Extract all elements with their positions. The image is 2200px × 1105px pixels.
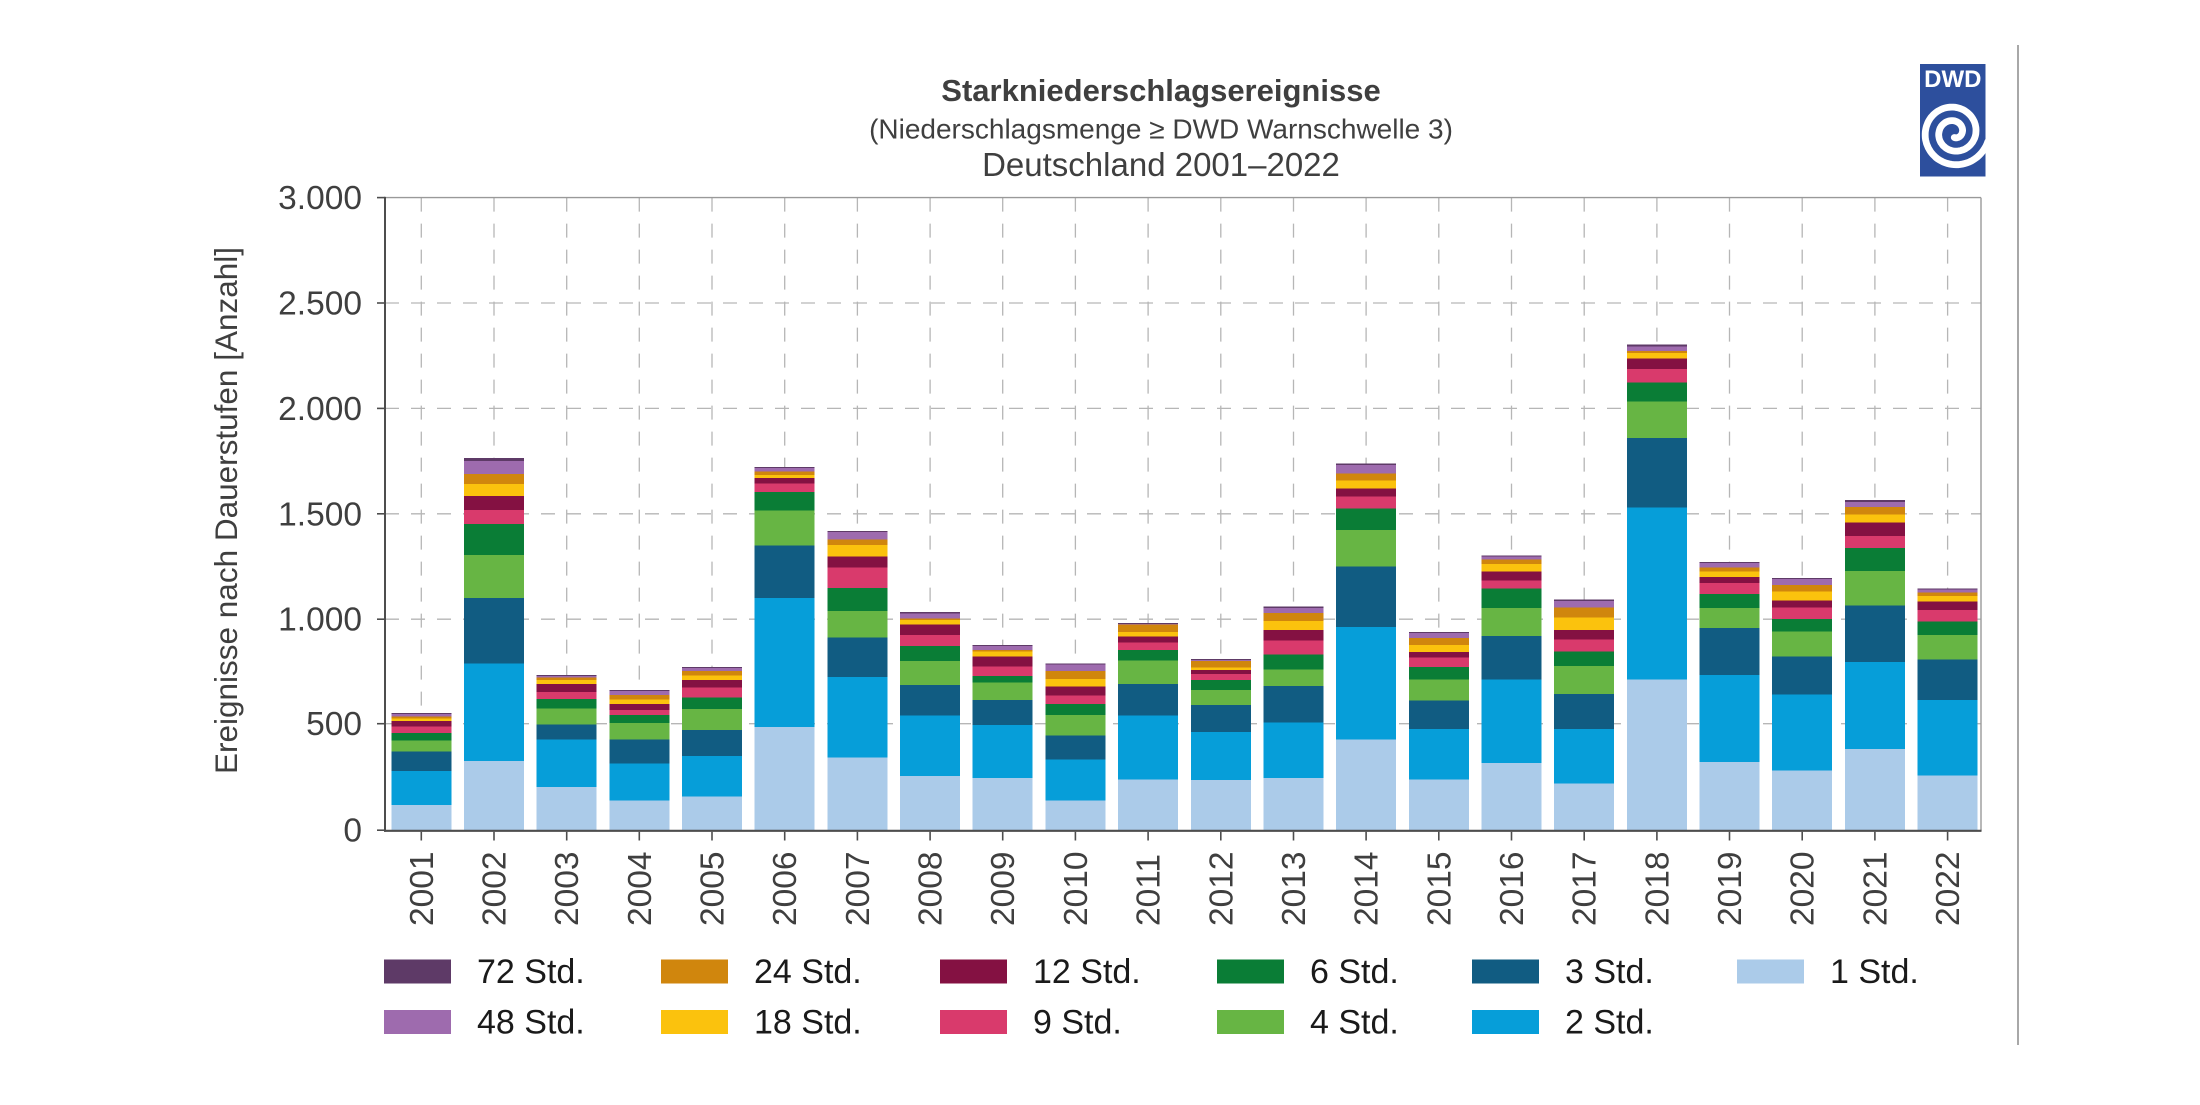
- svg-text:2001: 2001: [404, 851, 441, 926]
- svg-text:Starkniederschlagsereignisse: Starkniederschlagsereignisse: [941, 73, 1380, 108]
- svg-text:2.500: 2.500: [278, 286, 362, 323]
- svg-text:2016: 2016: [1494, 851, 1531, 926]
- svg-text:Ereignisse nach Dauerstufen [A: Ereignisse nach Dauerstufen [Anzahl]: [208, 247, 244, 774]
- svg-text:2008: 2008: [913, 851, 950, 926]
- svg-text:2019: 2019: [1712, 851, 1749, 926]
- svg-text:2010: 2010: [1058, 851, 1095, 926]
- svg-text:2021: 2021: [1857, 851, 1894, 926]
- svg-text:48 Std.: 48 Std.: [477, 1004, 585, 1042]
- svg-text:500: 500: [306, 706, 362, 743]
- svg-text:12 Std.: 12 Std.: [1033, 953, 1141, 991]
- svg-text:1.000: 1.000: [278, 602, 362, 639]
- svg-text:3 Std.: 3 Std.: [1565, 953, 1654, 991]
- svg-text:2003: 2003: [549, 851, 586, 926]
- svg-text:2017: 2017: [1567, 851, 1604, 926]
- svg-text:72 Std.: 72 Std.: [477, 953, 585, 991]
- svg-text:2018: 2018: [1639, 851, 1676, 926]
- svg-text:24 Std.: 24 Std.: [754, 953, 862, 991]
- svg-text:2011: 2011: [1131, 854, 1168, 926]
- svg-text:(Niederschlagsmenge ≥ DWD Warn: (Niederschlagsmenge ≥ DWD Warnschwelle 3…: [869, 114, 1453, 145]
- svg-text:Deutschland 2001–2022: Deutschland 2001–2022: [982, 146, 1340, 183]
- svg-text:2020: 2020: [1785, 851, 1822, 926]
- svg-text:2006: 2006: [767, 851, 804, 926]
- svg-text:6 Std.: 6 Std.: [1310, 953, 1399, 991]
- svg-text:2013: 2013: [1276, 851, 1313, 926]
- svg-text:2022: 2022: [1930, 851, 1967, 926]
- svg-text:3.000: 3.000: [278, 180, 362, 217]
- svg-text:2007: 2007: [840, 851, 877, 926]
- svg-text:2015: 2015: [1421, 851, 1458, 926]
- svg-text:2002: 2002: [477, 851, 514, 926]
- svg-text:2012: 2012: [1203, 851, 1240, 926]
- svg-text:2.000: 2.000: [278, 391, 362, 428]
- svg-text:18 Std.: 18 Std.: [754, 1004, 862, 1042]
- svg-text:2014: 2014: [1349, 851, 1386, 926]
- svg-text:0: 0: [343, 813, 362, 850]
- svg-text:2 Std.: 2 Std.: [1565, 1004, 1654, 1042]
- svg-text:4 Std.: 4 Std.: [1310, 1004, 1399, 1042]
- svg-text:2004: 2004: [622, 851, 659, 926]
- svg-text:1 Std.: 1 Std.: [1830, 953, 1919, 991]
- svg-text:DWD: DWD: [1924, 66, 1981, 93]
- svg-text:1.500: 1.500: [278, 496, 362, 533]
- svg-text:2009: 2009: [985, 851, 1022, 926]
- svg-text:9 Std.: 9 Std.: [1033, 1004, 1122, 1042]
- svg-text:2005: 2005: [695, 851, 732, 926]
